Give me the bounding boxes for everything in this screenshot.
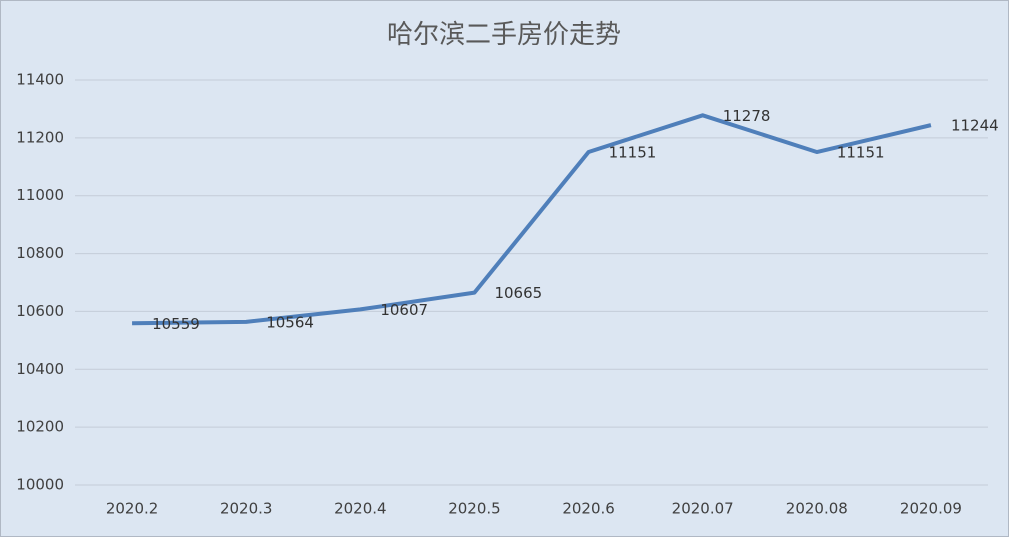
- x-tick-label: 2020.6: [562, 500, 615, 518]
- data-label: 11151: [609, 144, 657, 162]
- x-tick-label: 2020.4: [334, 500, 387, 518]
- y-tick-label: 10000: [16, 476, 64, 494]
- data-label: 10665: [494, 284, 542, 302]
- y-tick-label: 11200: [16, 128, 64, 146]
- data-label: 11278: [723, 107, 771, 125]
- data-label: 10564: [266, 313, 314, 331]
- y-tick-label: 10800: [16, 244, 64, 262]
- chart-title: 哈尔滨二手房价走势: [387, 20, 621, 50]
- y-tick-label: 11000: [16, 186, 64, 204]
- line: [132, 113, 932, 326]
- x-tick-label: 2020.2: [106, 500, 159, 518]
- x-tick-label: 2020.09: [900, 500, 962, 518]
- y-tick-label: 10200: [16, 418, 64, 436]
- x-tick-label: 2020.5: [448, 500, 501, 518]
- x-tick-label: 2020.08: [786, 500, 848, 518]
- y-tick-label: 10600: [16, 302, 64, 320]
- x-tick-label: 2020.07: [672, 500, 734, 518]
- data-label: 10559: [152, 315, 200, 333]
- y-tick-label: 10400: [16, 360, 64, 378]
- x-tick-label: 2020.3: [220, 500, 273, 518]
- data-label: 10607: [380, 301, 428, 319]
- y-tick-label: 11400: [16, 71, 64, 89]
- data-label: 11244: [951, 117, 999, 135]
- data-label: 11151: [837, 144, 885, 162]
